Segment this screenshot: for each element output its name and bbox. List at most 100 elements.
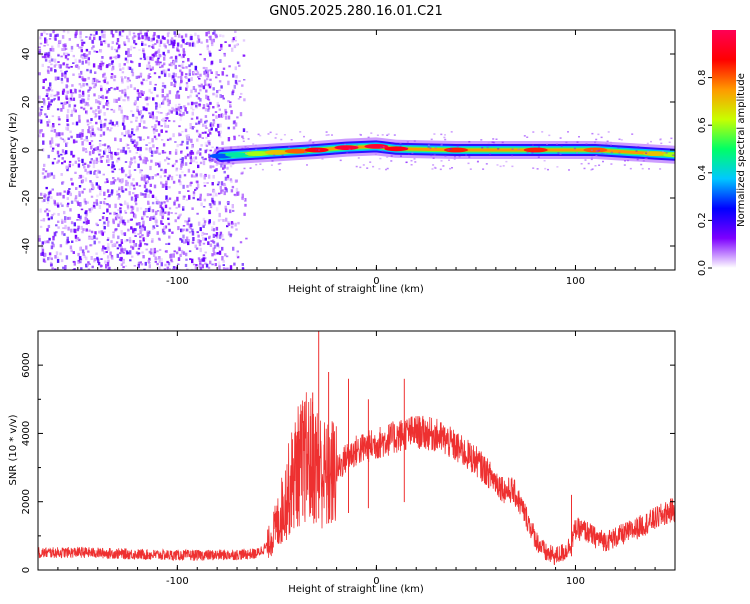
noise-speckle bbox=[108, 194, 111, 198]
band-speckle bbox=[573, 147, 576, 150]
noise-speckle bbox=[69, 208, 72, 212]
noise-speckle bbox=[95, 202, 99, 206]
noise-speckle bbox=[164, 168, 167, 174]
noise-speckle bbox=[70, 228, 73, 233]
noise-speckle bbox=[110, 189, 114, 193]
noise-speckle bbox=[117, 193, 121, 195]
noise-speckle bbox=[224, 205, 227, 210]
noise-speckle bbox=[232, 37, 235, 41]
band-speckle bbox=[499, 165, 502, 168]
noise-speckle bbox=[121, 178, 124, 183]
noise-speckle bbox=[67, 226, 70, 231]
noise-speckle bbox=[139, 72, 143, 77]
noise-speckle bbox=[148, 250, 152, 254]
noise-speckle bbox=[107, 43, 110, 48]
noise-speckle bbox=[165, 243, 168, 245]
noise-speckle bbox=[117, 223, 120, 227]
noise-speckle bbox=[80, 46, 83, 49]
noise-speckle bbox=[91, 236, 94, 239]
noise-speckle bbox=[85, 110, 88, 114]
noise-speckle bbox=[167, 211, 170, 216]
noise-speckle bbox=[117, 148, 120, 151]
noise-speckle bbox=[132, 178, 135, 181]
noise-speckle bbox=[103, 221, 106, 225]
noise-speckle bbox=[81, 129, 84, 133]
noise-speckle bbox=[104, 260, 107, 264]
noise-speckle bbox=[81, 231, 84, 234]
noise-speckle bbox=[144, 97, 148, 100]
noise-speckle bbox=[99, 149, 102, 152]
colorbar-tick-label: 0.4 bbox=[697, 165, 708, 181]
noise-speckle bbox=[119, 138, 122, 142]
noise-speckle bbox=[129, 212, 133, 214]
noise-speckle bbox=[91, 39, 94, 44]
band-speckle bbox=[670, 137, 673, 140]
noise-speckle bbox=[193, 43, 196, 48]
noise-speckle bbox=[180, 79, 183, 84]
noise-speckle bbox=[44, 37, 47, 41]
snr-marks bbox=[38, 331, 675, 566]
noise-speckle bbox=[151, 138, 154, 143]
noise-speckle bbox=[215, 192, 218, 197]
noise-speckle bbox=[211, 197, 214, 202]
noise-speckle bbox=[161, 150, 165, 154]
noise-speckle bbox=[181, 239, 184, 243]
noise-speckle bbox=[76, 228, 80, 232]
noise-speckle bbox=[93, 110, 96, 115]
noise-speckle bbox=[115, 98, 118, 103]
noise-speckle bbox=[176, 196, 179, 202]
noise-speckle bbox=[61, 138, 64, 141]
noise-speckle bbox=[166, 32, 170, 38]
noise-speckle bbox=[63, 233, 66, 236]
noise-speckle bbox=[189, 151, 192, 156]
noise-speckle bbox=[208, 50, 211, 55]
noise-speckle bbox=[175, 94, 178, 99]
noise-speckle bbox=[81, 141, 84, 146]
noise-speckle bbox=[182, 60, 185, 63]
noise-speckle bbox=[81, 75, 84, 80]
noise-speckle bbox=[43, 100, 46, 105]
noise-speckle bbox=[180, 142, 184, 146]
noise-speckle bbox=[160, 70, 164, 75]
noise-speckle bbox=[83, 198, 86, 203]
noise-speckle bbox=[51, 188, 54, 191]
noise-speckle bbox=[199, 152, 202, 156]
noise-speckle bbox=[86, 263, 89, 267]
noise-speckle bbox=[212, 228, 216, 232]
noise-speckle bbox=[230, 189, 234, 193]
noise-speckle bbox=[193, 175, 196, 178]
noise-speckle bbox=[92, 163, 96, 169]
noise-speckle bbox=[56, 161, 59, 164]
noise-speckle bbox=[66, 109, 70, 114]
band-speckle bbox=[259, 134, 262, 137]
noise-speckle bbox=[218, 80, 222, 83]
noise-speckle bbox=[127, 228, 130, 232]
noise-speckle bbox=[155, 149, 159, 154]
noise-speckle bbox=[65, 96, 68, 100]
noise-speckle bbox=[159, 204, 162, 209]
band-speckle bbox=[492, 138, 495, 140]
noise-speckle bbox=[130, 209, 134, 213]
noise-speckle bbox=[206, 103, 209, 106]
noise-speckle bbox=[162, 232, 165, 235]
band-speckle bbox=[444, 138, 447, 141]
noise-speckle bbox=[87, 250, 90, 253]
noise-speckle bbox=[112, 234, 115, 239]
noise-speckle bbox=[46, 44, 49, 46]
band-speckle bbox=[607, 131, 610, 133]
noise-speckle bbox=[73, 222, 76, 227]
signal-band-point bbox=[384, 146, 409, 152]
noise-speckle bbox=[67, 137, 70, 140]
noise-speckle bbox=[217, 181, 221, 184]
noise-speckle bbox=[119, 95, 123, 99]
noise-speckle bbox=[161, 223, 164, 225]
noise-speckle bbox=[199, 227, 202, 232]
noise-speckle bbox=[48, 87, 51, 89]
noise-speckle bbox=[241, 196, 244, 200]
noise-speckle bbox=[181, 171, 184, 174]
band-speckle bbox=[410, 160, 413, 162]
band-speckle bbox=[567, 131, 569, 133]
noise-speckle bbox=[231, 222, 234, 225]
band-speckle bbox=[278, 169, 281, 171]
